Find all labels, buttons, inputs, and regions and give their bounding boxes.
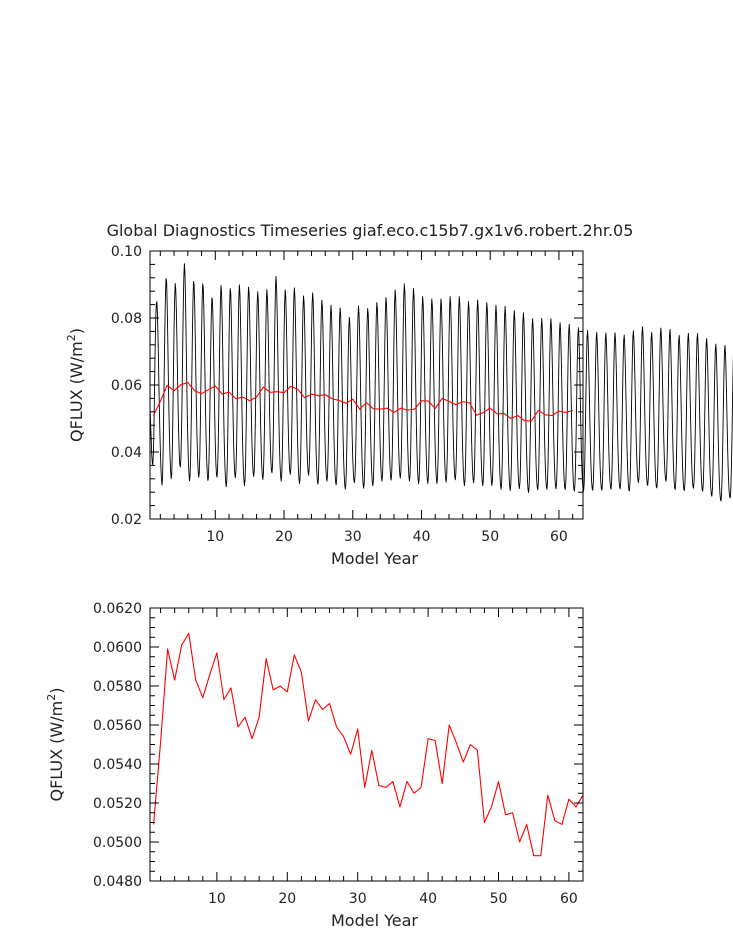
y-tick-label: 0.02 <box>111 512 142 528</box>
y-tick-label: 0.0560 <box>93 718 142 734</box>
series-line-s0 <box>152 632 584 857</box>
x-tick-label: 60 <box>550 529 568 545</box>
y-tick-label: 0.0500 <box>93 835 142 851</box>
y-tick-label: 0.0620 <box>93 601 142 617</box>
y-tick-label: 0.08 <box>111 311 142 327</box>
y-axis-label-tail: ) <box>47 688 66 694</box>
chart-title: Global Diagnostics Timeseries giaf.eco.c… <box>107 221 634 240</box>
x-tick-label: 10 <box>206 529 224 545</box>
x-axis-label: Model Year <box>331 911 418 930</box>
series-line-annual <box>152 382 573 422</box>
y-tick-label: 0.0480 <box>93 874 142 890</box>
x-tick-label: 30 <box>349 891 367 907</box>
plot-frame <box>149 607 584 882</box>
bottom-plot: 10 20 30 40 50 60 0.0480 0.0500 0.0520 0.0540 0.05… <box>45 601 584 930</box>
x-tick-label: 50 <box>490 891 508 907</box>
y-axis-label: QFLUX (W/m2) <box>65 328 86 442</box>
y-tick-label: 0.0540 <box>93 757 142 773</box>
x-tick-label: 10 <box>208 891 226 907</box>
y-tick-label: 0.04 <box>111 445 142 461</box>
x-tick-label: 20 <box>275 529 293 545</box>
y-tick-label: 0.10 <box>111 244 142 260</box>
x-tick-label: 40 <box>419 891 437 907</box>
y-axis-label-base: QFLUX (W/m <box>67 341 86 442</box>
y-axis-label-base: QFLUX (W/m <box>47 701 66 802</box>
y-tick-label: 0.0520 <box>93 796 142 812</box>
y-tick-label: 0.0600 <box>93 640 142 656</box>
x-axis-label: Model Year <box>331 549 418 568</box>
y-axis-label-tail: ) <box>67 328 86 334</box>
x-tick-label: 50 <box>481 529 499 545</box>
x-tick-label: 40 <box>413 529 431 545</box>
x-tick-label: 30 <box>344 529 362 545</box>
y-axis-label-sup: 2 <box>45 694 58 701</box>
top-plot: 10 20 30 40 50 60 0.02 0.04 0.06 0.08 0.10 Model Ye… <box>65 244 733 568</box>
y-axis-label-sup: 2 <box>65 334 78 341</box>
y-tick-label: 0.0580 <box>93 679 142 695</box>
series-line-monthly <box>149 263 733 502</box>
x-tick-label: 20 <box>278 891 296 907</box>
y-axis-label: QFLUX (W/m2) <box>45 688 66 802</box>
y-tick-label: 0.06 <box>111 378 142 394</box>
x-tick-label: 60 <box>560 891 578 907</box>
